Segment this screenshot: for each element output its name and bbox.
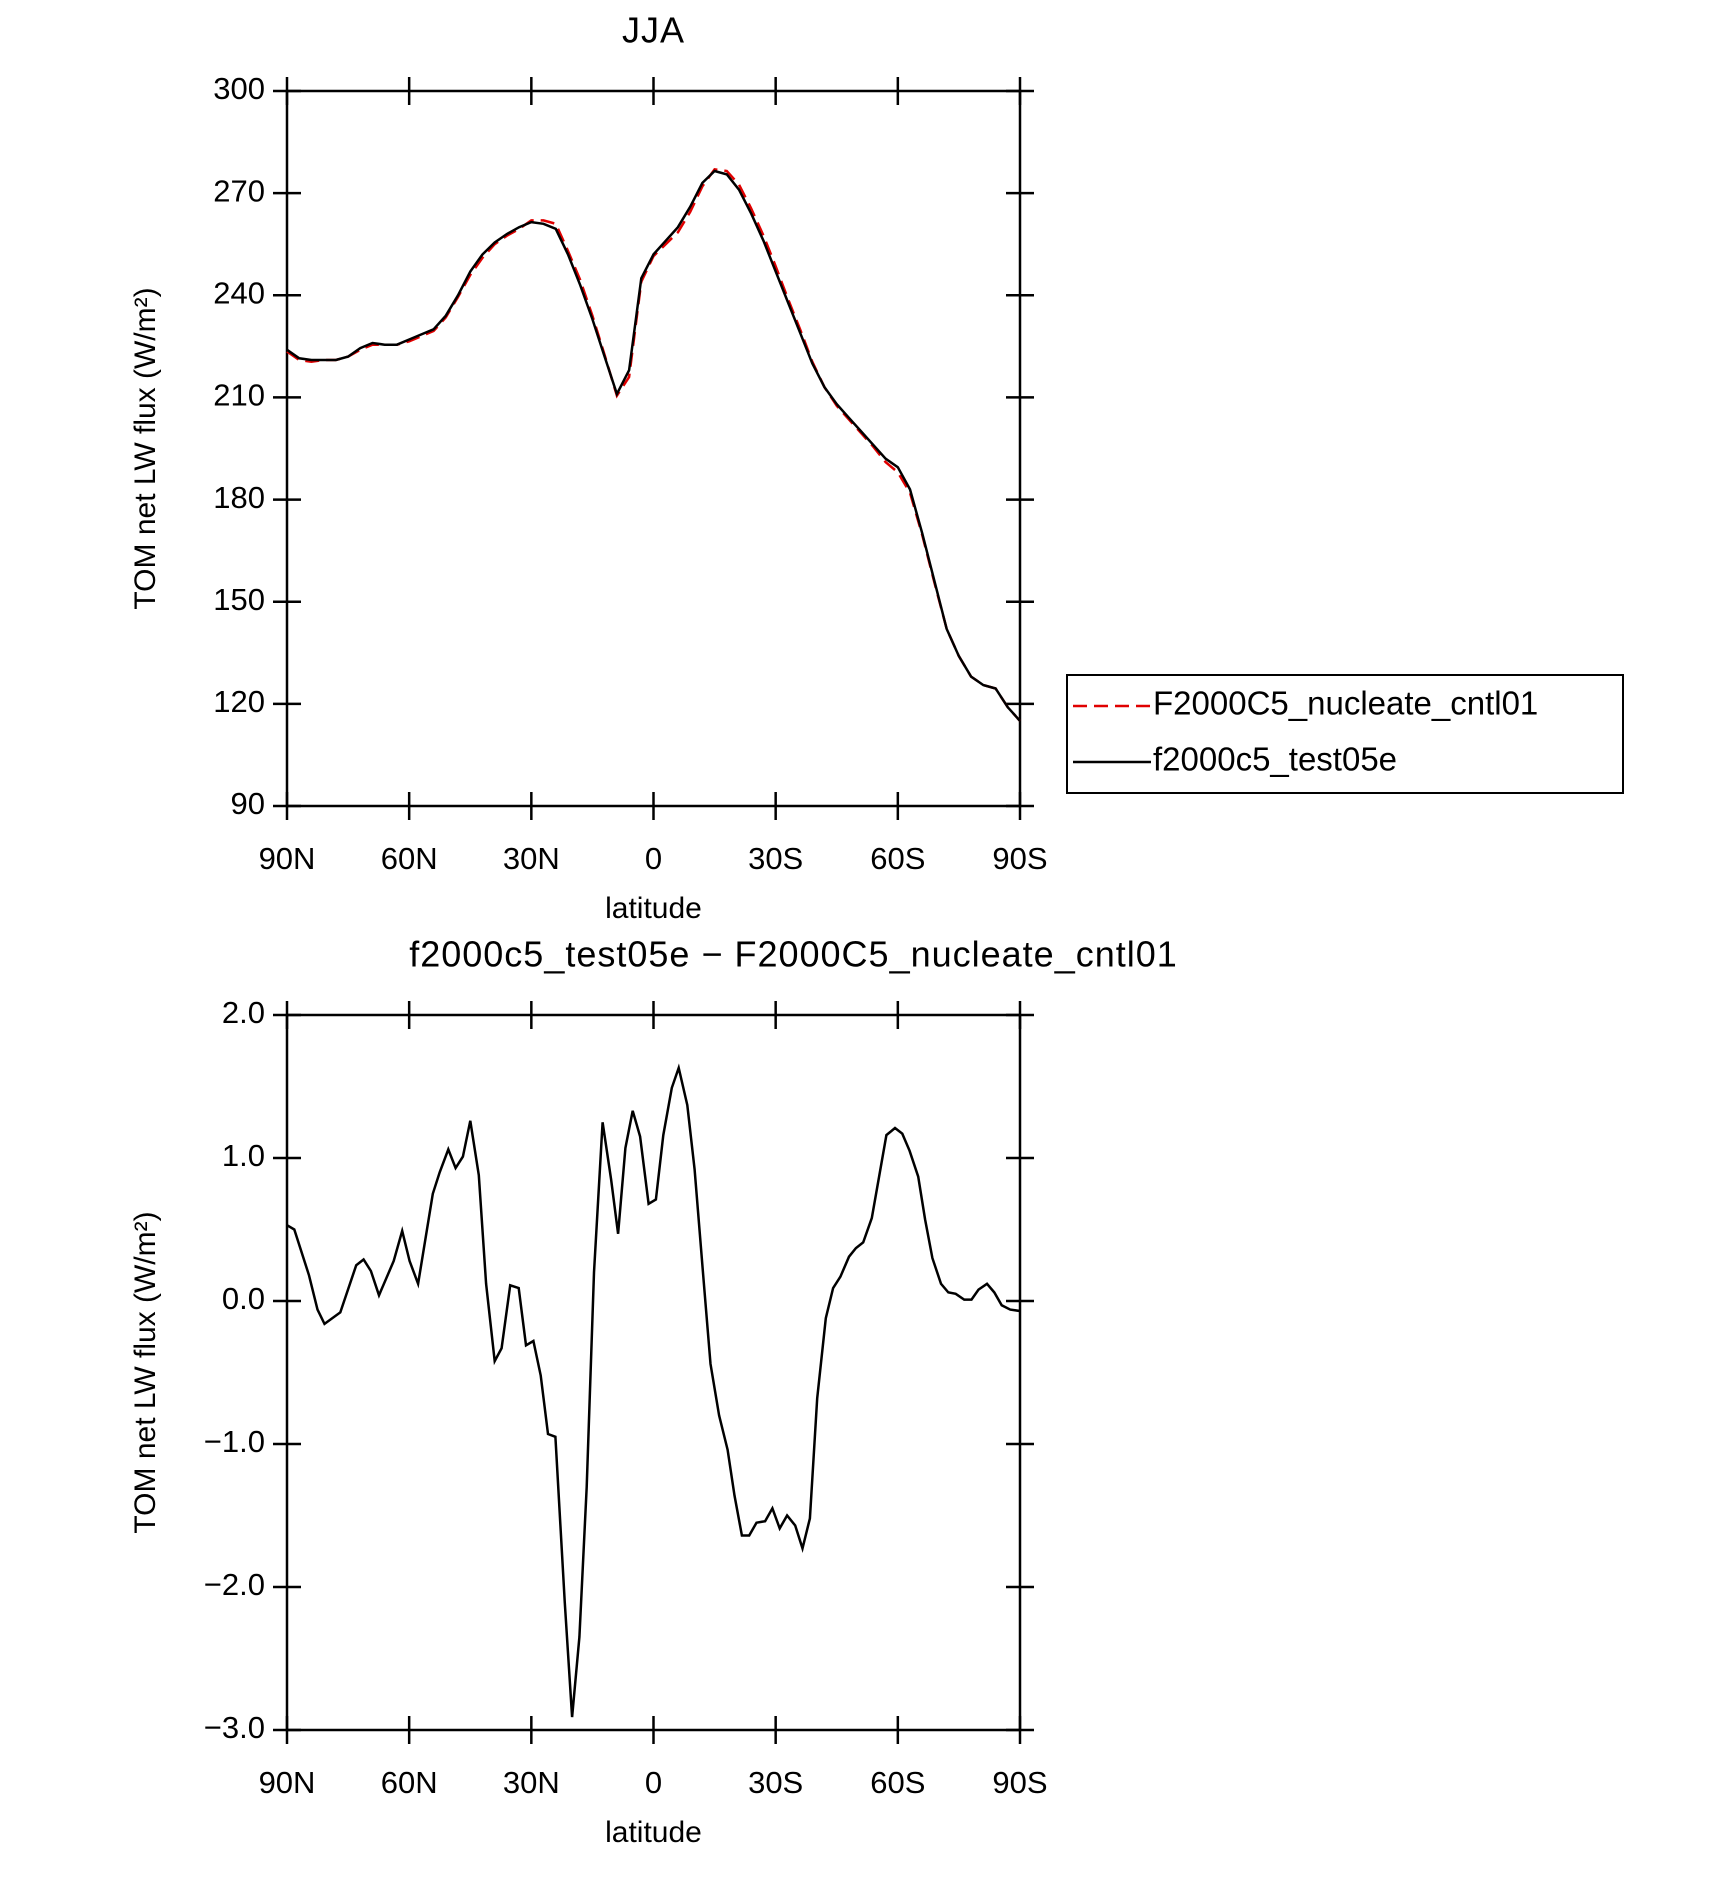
y-tick-label: 120: [213, 684, 265, 719]
x-tick-label: 90S: [992, 841, 1047, 876]
y-tick-label: 240: [213, 275, 265, 310]
y-tick-label: −3.0: [204, 1710, 265, 1745]
x-tick-label: 60N: [381, 841, 438, 876]
x-tick-label: 30S: [748, 1765, 803, 1800]
y-tick-label: −1.0: [204, 1424, 265, 1459]
x-tick-label: 90N: [259, 841, 316, 876]
chart-title: f2000c5_test05e − F2000C5_nucleate_cntl0…: [409, 934, 1178, 975]
y-tick-label: 270: [213, 173, 265, 208]
x-tick-label: 90N: [259, 1765, 316, 1800]
x-tick-label: 30N: [503, 841, 560, 876]
x-tick-label: 60S: [870, 1765, 925, 1800]
y-tick-label: 210: [213, 378, 265, 413]
plot-frame: [285, 89, 1022, 808]
x-tick-label: 60N: [381, 1765, 438, 1800]
y-tick-label: 150: [213, 582, 265, 617]
data-line: [286, 1063, 1021, 1718]
x-tick-label: 0: [645, 1765, 662, 1800]
legend-box: [1066, 674, 1624, 794]
y-axis-label: TOM net LW flux (W/m²): [129, 287, 162, 609]
y-tick-label: 0.0: [222, 1281, 265, 1316]
x-tick-label: 30N: [503, 1765, 560, 1800]
y-tick-label: 180: [213, 480, 265, 515]
chart-title: JJA: [622, 10, 685, 51]
x-tick-label: 0: [645, 841, 662, 876]
x-tick-label: 60S: [870, 841, 925, 876]
x-axis-label: latitude: [605, 1816, 702, 1849]
data-line: [286, 167, 1021, 722]
x-axis-label: latitude: [605, 892, 702, 925]
x-tick-label: 30S: [748, 841, 803, 876]
data-line: [286, 169, 1021, 722]
legend-label: F2000C5_nucleate_cntl01: [1153, 685, 1538, 722]
y-axis-label: TOM net LW flux (W/m²): [129, 1211, 162, 1533]
x-tick-label: 90S: [992, 1765, 1047, 1800]
y-tick-label: 2.0: [222, 995, 265, 1030]
legend-label: f2000c5_test05e: [1153, 741, 1397, 778]
y-tick-label: 300: [213, 71, 265, 106]
y-tick-label: 1.0: [222, 1138, 265, 1173]
y-tick-label: 90: [231, 786, 265, 821]
y-tick-label: −2.0: [204, 1567, 265, 1602]
plot-frame: [285, 1013, 1022, 1732]
